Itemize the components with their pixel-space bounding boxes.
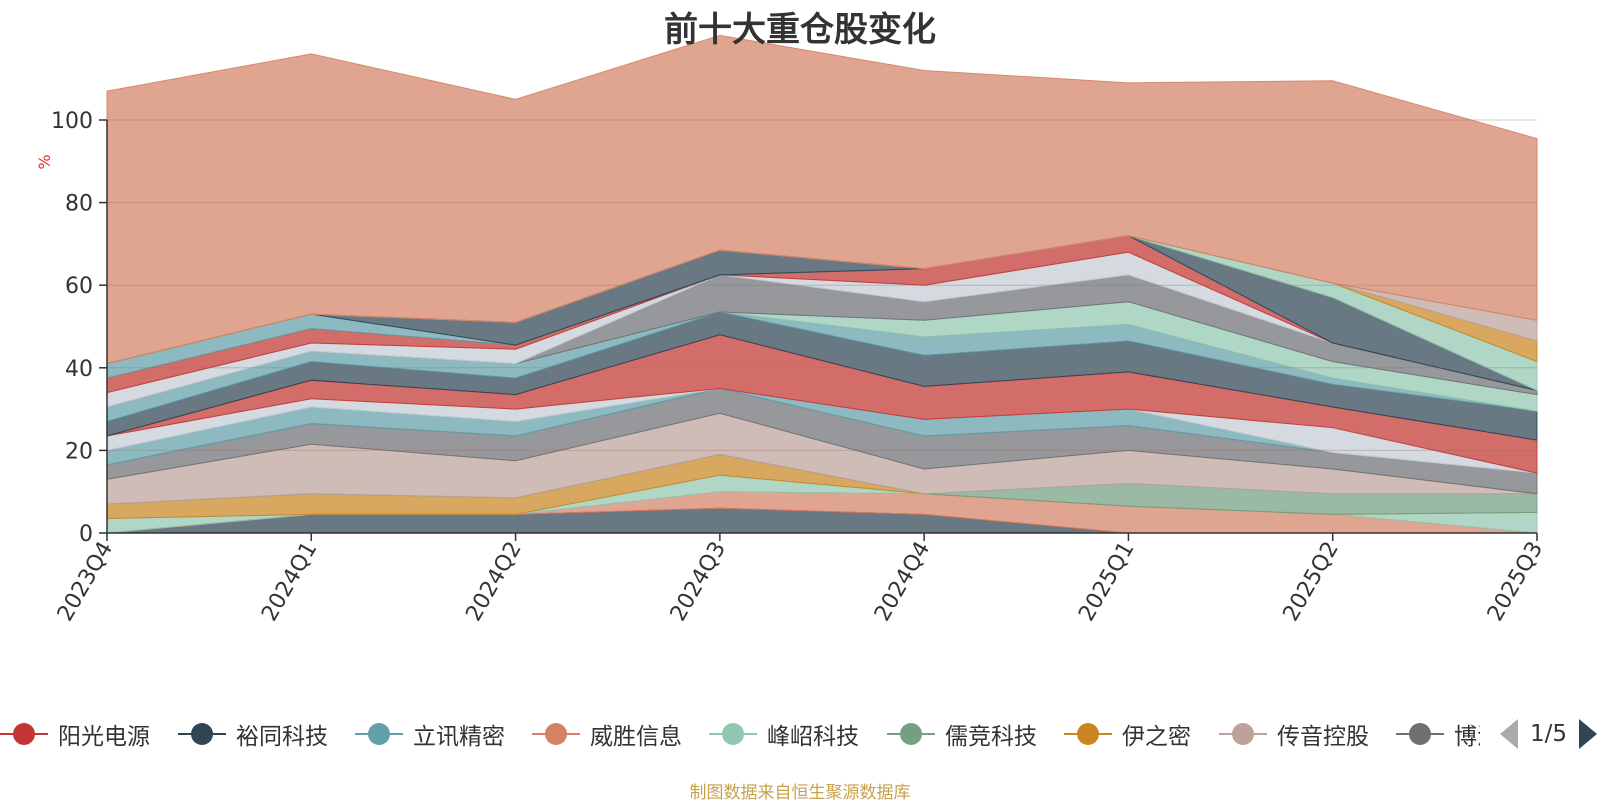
chart-legend: 阳光电源 裕同科技 立讯精密 威胜信息 峰岹科技 儒竞科技 伊之密 传音控股 博汇纸业 1/5	[0, 710, 1600, 758]
y-axis-label: %	[35, 154, 54, 169]
legend-item-5[interactable]: 儒竞科技	[887, 710, 1037, 758]
legend-item-1[interactable]: 裕同科技	[178, 710, 328, 758]
y-tick-label-3: 60	[65, 274, 93, 299]
legend-item-6[interactable]: 伊之密	[1064, 710, 1191, 758]
area-series-22[interactable]	[106, 34, 1538, 365]
y-axis-ticks: 0 20 40 60 80 100	[51, 109, 107, 547]
x-tick-label-0: 2023Q4	[53, 538, 118, 626]
legend-label: 威胜信息	[590, 724, 682, 750]
legend-prev-page-icon[interactable]	[1500, 719, 1518, 749]
legend-item-8[interactable]: 博汇纸业	[1396, 710, 1480, 758]
x-tick-label-2: 2024Q2	[461, 538, 526, 626]
legend-item-2[interactable]: 立讯精密	[355, 710, 505, 758]
y-tick-label-4: 80	[65, 192, 93, 217]
chart-axes	[106, 120, 1537, 534]
legend-label: 裕同科技	[236, 724, 328, 750]
legend-label: 儒竞科技	[945, 724, 1037, 750]
x-tick-label-4: 2024Q4	[870, 538, 935, 626]
y-tick-label-1: 20	[65, 439, 93, 464]
legend-label: 阳光电源	[58, 724, 150, 750]
x-axis-ticks: 2023Q4 2024Q1 2024Q2 2024Q3 2024Q4 2025Q1 2025…	[53, 533, 1548, 626]
legend-swatch-icon	[178, 722, 226, 746]
y-tick-label-0: 0	[79, 522, 93, 547]
source-note: 制图数据来自恒生聚源数据库	[689, 783, 911, 803]
legend-item-0[interactable]: 阳光电源	[0, 710, 150, 758]
y-tick-label-2: 40	[65, 357, 93, 382]
legend-label: 伊之密	[1122, 724, 1191, 750]
legend-page-indicator: 1/5	[1530, 721, 1568, 747]
legend-next-page-icon[interactable]	[1579, 719, 1598, 749]
legend-item-3[interactable]: 威胜信息	[532, 710, 682, 758]
x-tick-label-5: 2025Q1	[1074, 538, 1139, 626]
x-tick-label-1: 2024Q1	[257, 538, 322, 626]
legend-item-7[interactable]: 传音控股	[1219, 710, 1369, 758]
y-tick-label-5: 100	[51, 109, 93, 134]
legend-swatch-icon	[1396, 722, 1444, 746]
legend-label: 峰岹科技	[767, 724, 859, 750]
legend-swatch-icon	[709, 722, 757, 746]
chart-gridlines	[107, 119, 1537, 451]
legend-swatch-icon	[1064, 722, 1112, 746]
x-tick-label-3: 2024Q3	[666, 538, 731, 626]
legend-swatch-icon	[355, 722, 403, 746]
legend-label: 立讯精密	[413, 724, 505, 750]
x-tick-label-7: 2025Q3	[1483, 538, 1548, 626]
legend-label: 传音控股	[1277, 724, 1369, 750]
x-tick-label-6: 2025Q2	[1279, 538, 1344, 626]
legend-label: 博汇纸业	[1454, 724, 1480, 750]
chart-title: 前十大重仓股变化	[664, 10, 936, 50]
legend-swatch-icon	[1219, 722, 1267, 746]
legend-swatch-icon	[532, 722, 580, 746]
legend-pager: 1/5	[1500, 718, 1598, 750]
chart-areas	[106, 34, 1538, 534]
legend-item-4[interactable]: 峰岹科技	[709, 710, 859, 758]
legend-swatch-icon	[0, 722, 48, 746]
legend-swatch-icon	[887, 722, 935, 746]
legend-items: 阳光电源 裕同科技 立讯精密 威胜信息 峰岹科技 儒竞科技 伊之密 传音控股 博汇纸业	[0, 710, 1480, 758]
